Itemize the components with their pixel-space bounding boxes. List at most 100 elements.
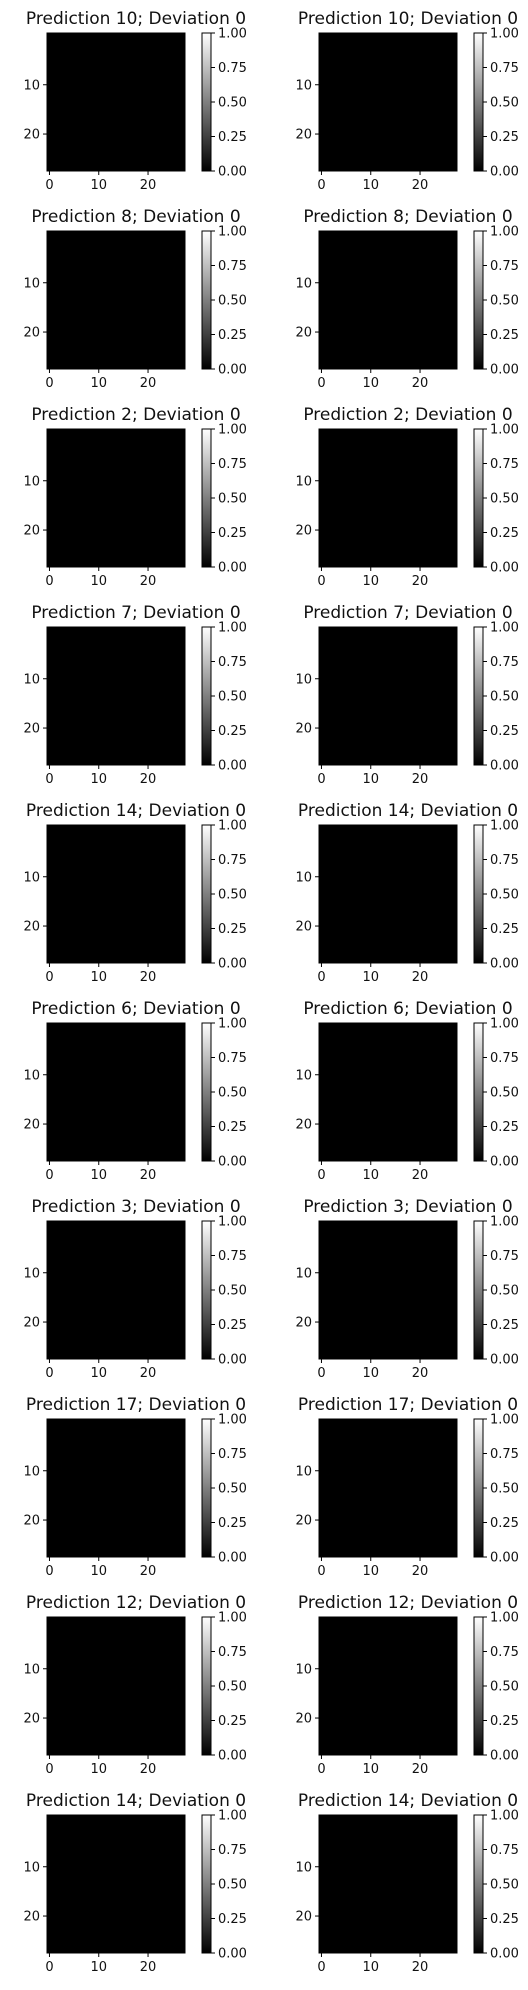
colorbar-tick-label: 0.75 bbox=[218, 259, 247, 274]
colorbar-tick-label: 0.75 bbox=[218, 655, 247, 670]
colorbar-tick-label: 0.75 bbox=[218, 457, 247, 472]
heatmap-panel: Prediction 8; Deviation 0 0 10 20 10 20 1.00 0.… bbox=[295, 207, 519, 391]
x-tick-label: 20 bbox=[140, 376, 157, 391]
y-tick-label: 20 bbox=[295, 326, 312, 341]
colorbar-tick-label: 0.00 bbox=[218, 561, 247, 576]
heatmap-panel: Prediction 10; Deviation 0 0 10 20 10 20 1.00 0… bbox=[23, 9, 247, 193]
y-tick-label: 10 bbox=[295, 1464, 312, 1479]
panel-title: Prediction 7; Deviation 0 bbox=[303, 603, 512, 623]
x-tick-label: 20 bbox=[412, 178, 429, 193]
colorbar-tick-label: 0.50 bbox=[490, 690, 519, 705]
x-tick-label: 10 bbox=[90, 178, 107, 193]
colorbar-tick-label: 0.00 bbox=[490, 759, 519, 774]
x-tick-label: 0 bbox=[317, 1168, 325, 1183]
x-tick-label: 0 bbox=[45, 772, 53, 787]
x-tick-label: 20 bbox=[412, 1762, 429, 1777]
heatmap-panel: Prediction 14; Deviation 0 0 10 20 10 20 1.00 0… bbox=[23, 1791, 247, 1975]
colorbar-tick-label: 0.00 bbox=[218, 1551, 247, 1566]
heatmap-panel: Prediction 10; Deviation 0 0 10 20 10 20 1.00 0… bbox=[295, 9, 519, 193]
colorbar bbox=[473, 1814, 484, 1954]
colorbar-tick-label: 0.00 bbox=[218, 1353, 247, 1368]
x-tick-label: 20 bbox=[412, 1168, 429, 1183]
y-tick-label: 20 bbox=[23, 1712, 40, 1727]
heatmap-image bbox=[319, 1419, 457, 1557]
x-tick-label: 10 bbox=[362, 1762, 379, 1777]
colorbar-tick-label: 1.00 bbox=[490, 225, 519, 240]
y-tick-label: 10 bbox=[295, 1860, 312, 1875]
y-tick-label: 20 bbox=[23, 1118, 40, 1133]
colorbar-tick-label: 0.25 bbox=[490, 526, 519, 541]
y-tick-label: 10 bbox=[295, 1266, 312, 1281]
colorbar bbox=[201, 230, 212, 370]
colorbar-tick-label: 0.00 bbox=[218, 165, 247, 180]
colorbar-tick-label: 0.75 bbox=[490, 259, 519, 274]
y-tick-label: 10 bbox=[295, 870, 312, 885]
x-tick-label: 20 bbox=[412, 1366, 429, 1381]
x-tick-label: 0 bbox=[317, 574, 325, 589]
x-tick-label: 20 bbox=[140, 772, 157, 787]
y-tick-label: 20 bbox=[23, 524, 40, 539]
y-tick-label: 20 bbox=[295, 128, 312, 143]
colorbar-tick-label: 0.00 bbox=[218, 1155, 247, 1170]
heatmap-image bbox=[319, 1023, 457, 1161]
colorbar bbox=[201, 824, 212, 964]
colorbar-tick-label: 0.00 bbox=[490, 1749, 519, 1764]
heatmap-panel: Prediction 2; Deviation 0 0 10 20 10 20 1.00 0.… bbox=[23, 405, 247, 589]
colorbar-tick-label: 0.75 bbox=[218, 1051, 247, 1066]
x-tick-label: 0 bbox=[45, 574, 53, 589]
colorbar-tick-label: 0.50 bbox=[218, 1086, 247, 1101]
colorbar-tick-label: 0.25 bbox=[490, 1516, 519, 1531]
colorbar bbox=[201, 1814, 212, 1954]
x-tick-label: 20 bbox=[140, 1564, 157, 1579]
x-tick-label: 10 bbox=[362, 772, 379, 787]
colorbar-tick-label: 1.00 bbox=[218, 225, 247, 240]
colorbar-tick-label: 0.75 bbox=[490, 1051, 519, 1066]
colorbar-tick-label: 0.00 bbox=[490, 561, 519, 576]
colorbar-tick-label: 0.00 bbox=[218, 759, 247, 774]
heatmap-image bbox=[319, 33, 457, 171]
y-tick-label: 10 bbox=[23, 78, 40, 93]
x-tick-label: 20 bbox=[412, 376, 429, 391]
colorbar-tick-label: 1.00 bbox=[490, 621, 519, 636]
colorbar-tick-label: 1.00 bbox=[218, 621, 247, 636]
y-tick-label: 10 bbox=[23, 1662, 40, 1677]
y-tick-label: 10 bbox=[295, 1662, 312, 1677]
heatmap-panel: Prediction 12; Deviation 0 0 10 20 10 20 1.00 0… bbox=[23, 1593, 247, 1777]
panel-title: Prediction 6; Deviation 0 bbox=[31, 999, 240, 1019]
heatmap-image bbox=[319, 1221, 457, 1359]
colorbar bbox=[201, 32, 212, 172]
x-tick-label: 0 bbox=[45, 1366, 53, 1381]
y-tick-label: 20 bbox=[23, 1910, 40, 1925]
heatmap-image bbox=[319, 1815, 457, 1953]
x-tick-label: 10 bbox=[90, 1762, 107, 1777]
x-tick-label: 10 bbox=[90, 1168, 107, 1183]
x-tick-label: 20 bbox=[412, 970, 429, 985]
colorbar-tick-label: 0.50 bbox=[218, 294, 247, 309]
colorbar bbox=[473, 626, 484, 766]
colorbar-tick-label: 0.25 bbox=[490, 1318, 519, 1333]
x-tick-label: 10 bbox=[362, 1960, 379, 1975]
heatmap-image bbox=[47, 1815, 185, 1953]
colorbar-tick-label: 0.00 bbox=[218, 1749, 247, 1764]
heatmap-panel: Prediction 8; Deviation 0 0 10 20 10 20 1.00 0.… bbox=[23, 207, 247, 391]
heatmap-image bbox=[319, 627, 457, 765]
colorbar bbox=[473, 428, 484, 568]
heatmap-panel: Prediction 3; Deviation 0 0 10 20 10 20 1.00 0.… bbox=[295, 1197, 519, 1381]
panel-title: Prediction 17; Deviation 0 bbox=[298, 1395, 518, 1415]
colorbar bbox=[201, 1616, 212, 1756]
heatmap-panel: Prediction 14; Deviation 0 0 10 20 10 20 1.00 0… bbox=[295, 1791, 519, 1975]
colorbar-tick-label: 1.00 bbox=[490, 1017, 519, 1032]
heatmap-image bbox=[47, 1221, 185, 1359]
colorbar-tick-label: 1.00 bbox=[490, 1611, 519, 1626]
heatmap-image bbox=[319, 1617, 457, 1755]
heatmap-image bbox=[319, 825, 457, 963]
colorbar-tick-label: 1.00 bbox=[218, 1413, 247, 1428]
y-tick-label: 10 bbox=[23, 1068, 40, 1083]
colorbar-tick-label: 0.25 bbox=[218, 1318, 247, 1333]
panel-title: Prediction 14; Deviation 0 bbox=[298, 1791, 518, 1811]
colorbar-tick-label: 0.25 bbox=[218, 1912, 247, 1927]
heatmap-panel: Prediction 7; Deviation 0 0 10 20 10 20 1.00 0.… bbox=[295, 603, 519, 787]
x-tick-label: 0 bbox=[45, 376, 53, 391]
heatmap-panel: Prediction 7; Deviation 0 0 10 20 10 20 1.00 0.… bbox=[23, 603, 247, 787]
colorbar-tick-label: 0.25 bbox=[218, 130, 247, 145]
